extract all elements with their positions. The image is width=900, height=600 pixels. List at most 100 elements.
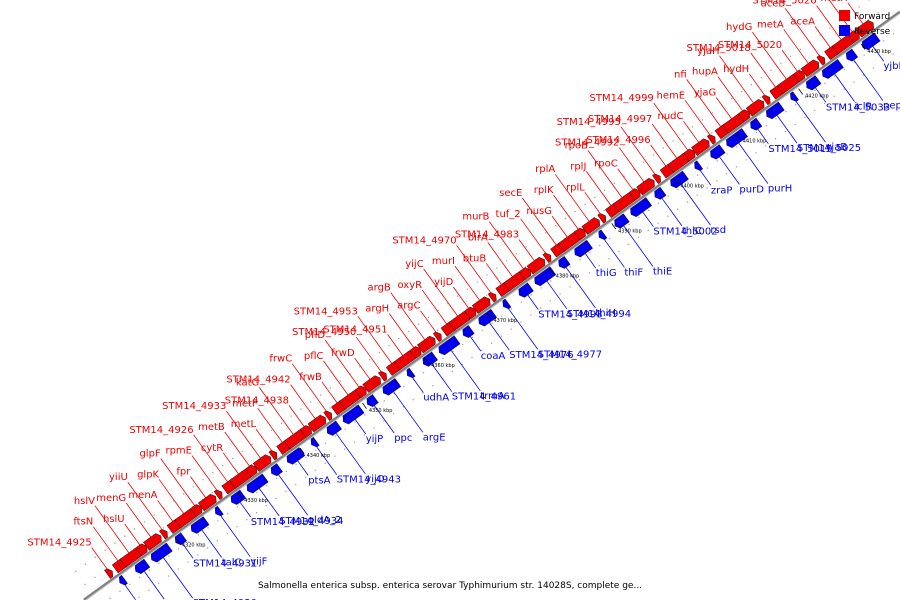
gene-label[interactable]: STM14_4996 bbox=[586, 135, 650, 146]
gene-label[interactable]: yjaB bbox=[826, 142, 848, 153]
gene-block[interactable] bbox=[354, 384, 369, 399]
gene-block[interactable] bbox=[792, 68, 807, 83]
gene-label[interactable]: STM14_5002 bbox=[653, 227, 717, 238]
gene-label[interactable]: STM14_4983 bbox=[455, 230, 519, 241]
gene-block[interactable] bbox=[309, 436, 320, 449]
gene-label[interactable]: STM14_4995 bbox=[557, 117, 621, 128]
gene-block[interactable] bbox=[516, 282, 534, 299]
gene-block[interactable] bbox=[197, 492, 218, 512]
gene-label[interactable]: rsd bbox=[710, 225, 726, 236]
gene-label[interactable]: talC bbox=[222, 558, 242, 569]
gene-label[interactable]: purH bbox=[768, 184, 792, 195]
gene-block[interactable] bbox=[804, 75, 822, 92]
gene-label[interactable]: frwD bbox=[331, 348, 355, 359]
gene-label[interactable]: pflC bbox=[304, 351, 324, 362]
gene-block[interactable] bbox=[542, 251, 554, 263]
gene-block[interactable] bbox=[471, 295, 492, 314]
gene-label[interactable]: STM14_4926 bbox=[129, 425, 193, 436]
gene-block[interactable] bbox=[340, 404, 365, 426]
gene-block[interactable] bbox=[324, 420, 342, 437]
gene-block[interactable] bbox=[133, 558, 151, 575]
gene-label[interactable]: nudC bbox=[657, 111, 683, 122]
gene-block[interactable] bbox=[556, 256, 571, 270]
gene-label[interactable]: metL bbox=[231, 419, 257, 430]
gene-label[interactable]: STM14_5019 bbox=[768, 144, 832, 155]
gene-block[interactable] bbox=[628, 187, 643, 201]
gene-label[interactable]: aceA bbox=[790, 16, 815, 27]
gene-block[interactable] bbox=[636, 176, 657, 196]
gene-label[interactable]: yijP bbox=[366, 434, 384, 445]
gene-block[interactable] bbox=[855, 19, 876, 38]
gene-label[interactable]: STM14_4930 bbox=[193, 598, 257, 600]
gene-block[interactable] bbox=[135, 542, 150, 557]
gene-block[interactable] bbox=[748, 117, 763, 132]
gene-label[interactable]: STM14_4953 bbox=[294, 306, 358, 317]
gene-label[interactable]: glpF bbox=[139, 449, 160, 460]
gene-block[interactable] bbox=[745, 98, 766, 117]
gene-block[interactable] bbox=[213, 505, 224, 518]
gene-label[interactable]: STM14_4950 bbox=[292, 327, 356, 338]
gene-block[interactable] bbox=[245, 463, 259, 478]
gene-label[interactable]: yijF bbox=[250, 557, 267, 568]
gene-block[interactable] bbox=[724, 128, 748, 150]
gene-block[interactable] bbox=[420, 351, 438, 368]
gene-label[interactable]: STM14_4970 bbox=[392, 235, 456, 246]
gene-block[interactable] bbox=[268, 448, 280, 461]
gene-block[interactable] bbox=[692, 160, 704, 173]
gene-block[interactable] bbox=[519, 266, 533, 280]
gene-label[interactable]: STM14_4943 bbox=[337, 475, 401, 486]
gene-label[interactable]: gldA_2 bbox=[308, 515, 342, 526]
gene-label[interactable]: STM14_4951 bbox=[323, 324, 387, 335]
gene-label[interactable]: rplJ bbox=[570, 161, 586, 172]
gene-block[interactable] bbox=[299, 424, 314, 438]
gene-block[interactable] bbox=[149, 542, 173, 564]
gene-block[interactable] bbox=[683, 147, 698, 162]
gene-label[interactable]: STM14_4977 bbox=[538, 349, 602, 360]
gene-block[interactable] bbox=[378, 369, 389, 382]
gene-block[interactable] bbox=[596, 229, 608, 242]
gene-block[interactable] bbox=[573, 226, 588, 241]
gene-label[interactable]: thiF bbox=[624, 267, 643, 278]
gene-label[interactable]: coaA bbox=[481, 351, 506, 362]
gene-label[interactable]: nfi bbox=[674, 69, 687, 80]
gene-block[interactable] bbox=[526, 255, 547, 275]
gene-block[interactable] bbox=[417, 334, 437, 354]
gene-label[interactable]: menA bbox=[128, 490, 157, 501]
gene-label[interactable]: ptsA bbox=[308, 475, 330, 486]
gene-label[interactable]: yijD bbox=[434, 277, 453, 288]
gene-label[interactable]: rplA bbox=[535, 164, 555, 175]
gene-label[interactable]: cytR bbox=[201, 443, 223, 454]
gene-label[interactable]: STM14_4993 bbox=[538, 310, 602, 321]
gene-block[interactable] bbox=[708, 144, 726, 161]
gene-block[interactable] bbox=[245, 473, 269, 495]
gene-label[interactable]: metB bbox=[198, 422, 225, 433]
gene-label[interactable]: udhA bbox=[423, 393, 449, 404]
gene-block[interactable] bbox=[362, 374, 383, 393]
gene-label[interactable]: STM14_4934 bbox=[279, 516, 343, 527]
gene-block[interactable] bbox=[404, 367, 416, 380]
gene-block[interactable] bbox=[847, 29, 862, 44]
gene-label[interactable]: STM14_4925 bbox=[27, 538, 91, 549]
gene-label[interactable]: argB bbox=[368, 283, 391, 294]
gene-block[interactable] bbox=[436, 335, 461, 357]
gene-block[interactable] bbox=[159, 527, 170, 540]
gene-label[interactable]: STM14_4976 bbox=[509, 350, 573, 361]
gene-label[interactable]: argE bbox=[423, 432, 446, 443]
gene-label[interactable]: hydH bbox=[723, 64, 749, 75]
gene-label[interactable]: frwB bbox=[299, 372, 322, 383]
gene-block[interactable] bbox=[307, 413, 328, 433]
gene-block[interactable] bbox=[104, 567, 116, 579]
gene-block[interactable] bbox=[364, 394, 379, 409]
gene-label[interactable]: secE bbox=[499, 188, 522, 199]
gene-block[interactable] bbox=[189, 516, 210, 536]
gene-block[interactable] bbox=[628, 197, 653, 219]
gene-label[interactable]: STM14_5018 bbox=[687, 43, 751, 54]
gene-label[interactable]: rpoB bbox=[565, 141, 589, 152]
gene-label[interactable]: oxyR bbox=[397, 280, 422, 291]
gene-label[interactable]: yijC bbox=[405, 259, 423, 270]
gene-label[interactable]: argC bbox=[397, 301, 420, 312]
gene-label[interactable]: hslU bbox=[103, 514, 125, 525]
gene-block[interactable] bbox=[284, 447, 306, 466]
gene-label[interactable]: purD bbox=[739, 184, 764, 195]
gene-label[interactable]: STM14_4997 bbox=[588, 114, 652, 125]
